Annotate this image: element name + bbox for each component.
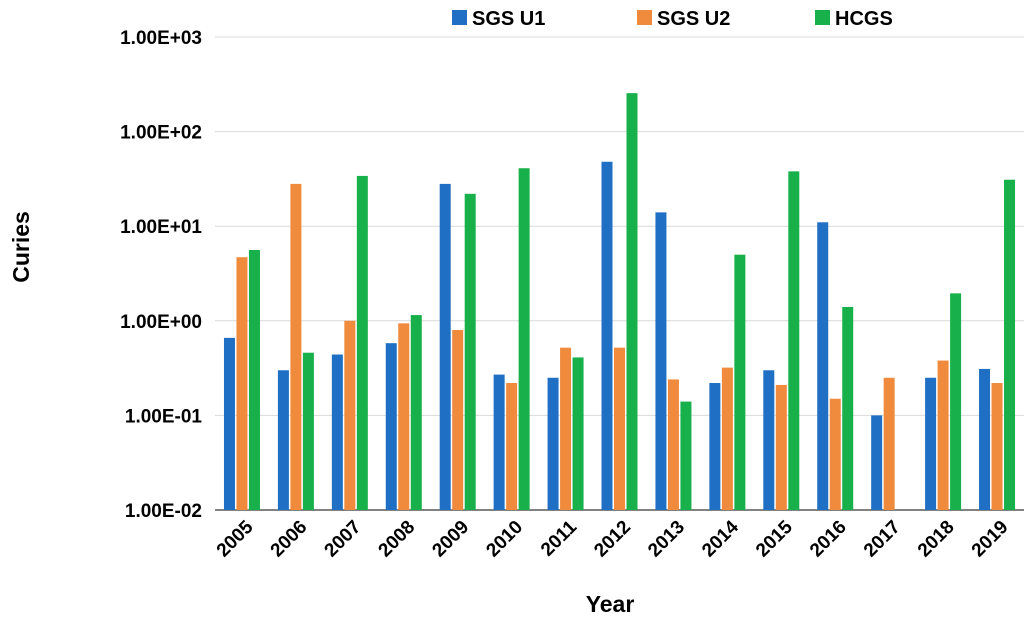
bar-sgs-u2-2007 [344, 320, 356, 510]
x-tick-label: 2005 [213, 516, 258, 561]
bar-sgs-u2-2019 [991, 383, 1003, 510]
legend: SGS U1 SGS U2 HCGS [452, 8, 893, 30]
bar-sgs-u2-2010 [506, 383, 518, 510]
bar-sgs-u1-2005 [223, 337, 235, 510]
bar-sgs-u2-2006 [290, 183, 302, 510]
x-tick-label: 2010 [482, 517, 527, 562]
x-tick-label: 2018 [914, 517, 959, 562]
legend-label: SGS U2 [657, 8, 730, 30]
bar-sgs-u2-2009 [452, 329, 464, 510]
bar-sgs-u1-2011 [547, 377, 559, 510]
legend-swatch [815, 10, 830, 25]
bar-hcgs-2007 [356, 175, 368, 510]
bar-hcgs-2013 [680, 401, 692, 510]
x-axis-tick-labels: 2005 2006 2007 2008 2009 2010 2011 2012 2013 2014… [213, 516, 1013, 561]
bar-sgs-u2-2017 [883, 377, 895, 510]
bar-sgs-u2-2008 [398, 323, 410, 510]
bar-sgs-u1-2018 [925, 377, 937, 510]
bar-hcgs-2008 [410, 315, 422, 510]
y-tick-label: 1.00E-01 [125, 406, 203, 427]
bar-sgs-u1-2007 [331, 354, 343, 510]
x-tick-label: 2006 [267, 517, 312, 562]
bar-sgs-u2-2011 [560, 347, 572, 510]
bar-sgs-u1-2013 [655, 212, 667, 510]
bar-hcgs-2015 [788, 171, 800, 510]
bar-hcgs-2006 [302, 352, 314, 510]
bar-sgs-u1-2012 [601, 161, 613, 510]
x-tick-label: 2019 [968, 517, 1013, 562]
y-axis-tick-labels: 1.00E-02 1.00E-01 1.00E+00 1.00E+01 1.00E+02… [120, 28, 202, 522]
bar-sgs-u2-2005 [236, 257, 248, 510]
bar-sgs-u1-2006 [277, 370, 289, 510]
bar-sgs-u1-2008 [385, 343, 397, 510]
x-tick-label: 2009 [428, 517, 473, 562]
y-axis-title: Curies [8, 211, 34, 283]
legend-label: SGS U1 [472, 8, 545, 30]
x-axis-title: Year [586, 591, 635, 617]
bar-sgs-u2-2018 [937, 360, 949, 510]
y-tick-label: 1.00E+03 [120, 28, 202, 49]
y-tick-label: 1.00E+00 [120, 312, 202, 333]
bar-sgs-u2-2015 [775, 384, 787, 510]
x-tick-label: 2008 [375, 517, 420, 562]
legend-swatch [452, 10, 467, 25]
bar-sgs-u2-2016 [829, 398, 841, 510]
legend-label: HCGS [835, 8, 893, 30]
bar-sgs-u1-2016 [817, 222, 829, 511]
x-tick-label: 2012 [590, 517, 635, 562]
x-tick-label: 2011 [537, 516, 581, 560]
bar-sgs-u1-2019 [979, 368, 991, 510]
bar-hcgs-2005 [248, 250, 260, 510]
bar-hcgs-2014 [734, 254, 746, 510]
bar-sgs-u2-2013 [667, 379, 679, 510]
bar-sgs-u1-2015 [763, 370, 775, 510]
x-tick-label: 2014 [698, 516, 743, 561]
bar-hcgs-2016 [842, 306, 854, 510]
bar-sgs-u1-2014 [709, 383, 721, 510]
x-tick-label: 2017 [860, 517, 905, 562]
x-tick-label: 2016 [806, 517, 851, 562]
bar-sgs-u1-2010 [493, 374, 505, 510]
bar-hcgs-2011 [572, 357, 584, 510]
bar-hcgs-2019 [1004, 179, 1016, 511]
bar-hcgs-2012 [626, 93, 638, 510]
bar-hcgs-2009 [464, 193, 476, 510]
bar-sgs-u1-2009 [439, 183, 451, 510]
x-tick-label: 2013 [644, 517, 689, 562]
bars [223, 93, 1016, 511]
y-tick-label: 1.00E+01 [120, 217, 202, 238]
legend-swatch [637, 10, 652, 25]
x-tick-label: 2015 [752, 516, 797, 561]
bar-hcgs-2018 [950, 293, 962, 510]
bar-sgs-u1-2017 [871, 415, 883, 510]
y-tick-label: 1.00E-02 [125, 501, 202, 522]
y-tick-label: 1.00E+02 [120, 123, 202, 144]
bar-sgs-u2-2012 [614, 347, 625, 510]
bar-hcgs-2010 [518, 168, 530, 510]
bar-sgs-u2-2014 [721, 367, 733, 510]
x-tick-label: 2007 [321, 517, 366, 562]
